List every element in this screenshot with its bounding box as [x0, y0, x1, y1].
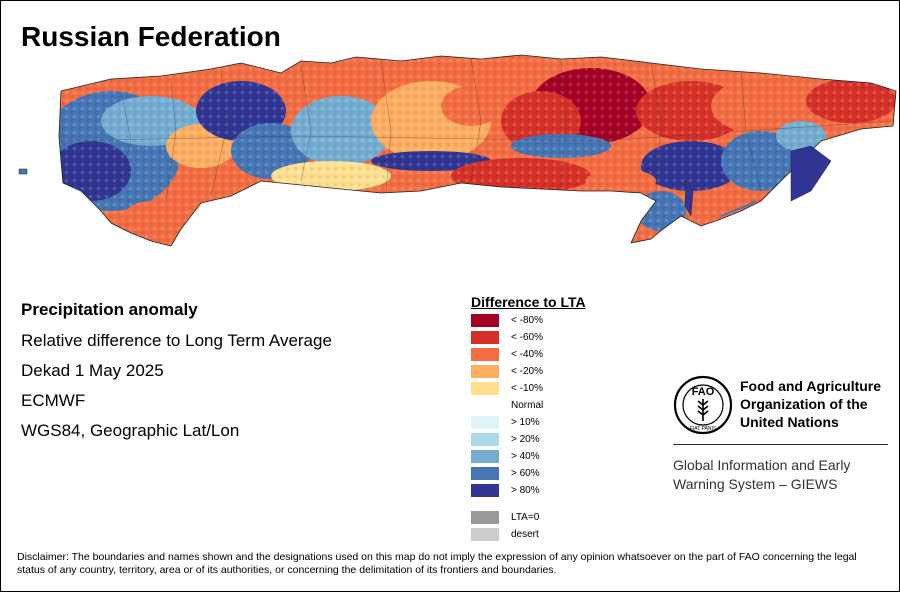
- legend-swatch: [471, 450, 499, 463]
- fao-name: Food and Agriculture Organization of the…: [740, 378, 882, 430]
- legend-label: > 40%: [511, 451, 540, 462]
- legend-label: > 60%: [511, 468, 540, 479]
- kuril-islands: [720, 200, 757, 217]
- kamchatka-peninsula: [790, 145, 832, 202]
- legend-label: Normal: [511, 400, 544, 411]
- legend-label: < -80%: [511, 315, 543, 326]
- admin-boundaries: [60, 58, 892, 202]
- fao-logo-icon: FAO FIAT PANIS: [673, 375, 733, 435]
- info-heading: Precipitation anomaly: [21, 300, 198, 319]
- legend-label: < -20%: [511, 366, 543, 377]
- anomaly-map: [18, 54, 897, 247]
- info-description: Relative difference to Long Term Average: [21, 331, 332, 350]
- legend-swatch: [471, 365, 499, 378]
- info-period: Dekad 1 May 2025: [21, 361, 164, 380]
- legend-swatch: [471, 467, 499, 480]
- legend-label: < -60%: [511, 332, 543, 343]
- info-source: ECMWF: [21, 391, 86, 410]
- legend-swatch: [471, 433, 499, 446]
- legend-swatch: [471, 348, 499, 361]
- divider: [673, 444, 888, 445]
- legend-label: < -10%: [511, 383, 543, 394]
- legend-swatch: [471, 416, 499, 429]
- legend-swatch: [471, 511, 499, 524]
- legend-swatch: [471, 331, 499, 344]
- kaliningrad-exclave: [18, 168, 28, 175]
- legend-label: < -40%: [511, 349, 543, 360]
- legend-label: LTA=0: [511, 512, 540, 523]
- legend-swatch: [471, 382, 499, 395]
- giews-label: Global Information and Early Warning Sys…: [673, 457, 851, 492]
- legend-label: > 10%: [511, 417, 540, 428]
- map-title: Russian Federation: [21, 21, 281, 52]
- legend-swatch: [471, 484, 499, 497]
- disclaimer: Disclaimer: The boundaries and names sho…: [17, 551, 857, 576]
- legend-label: > 80%: [511, 485, 540, 496]
- info-projection: WGS84, Geographic Lat/Lon: [21, 421, 240, 440]
- legend-label: > 20%: [511, 434, 540, 445]
- legend-swatch: [471, 314, 499, 327]
- country-outline: [58, 54, 897, 247]
- sakhalin-island: [684, 180, 694, 217]
- legend-title: Difference to LTA: [471, 294, 586, 310]
- anomaly-field: [59, 55, 896, 246]
- legend-label: desert: [511, 529, 539, 540]
- fao-logo-text: FAO: [692, 386, 715, 398]
- legend-swatch: [471, 528, 499, 541]
- fao-logo-motto: FIAT PANIS: [690, 426, 717, 432]
